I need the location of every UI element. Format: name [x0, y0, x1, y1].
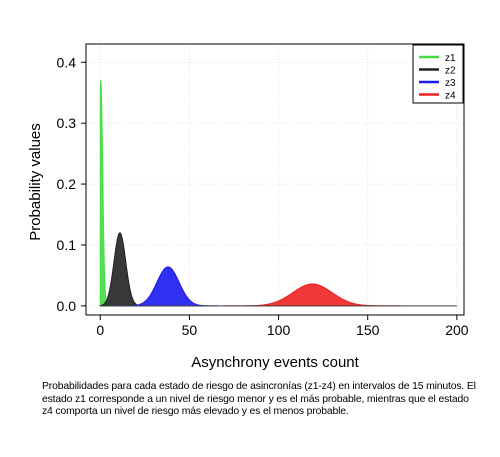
- y-tick-label: 0.4: [57, 54, 77, 70]
- figure-caption: Probabilidades para cada estado de riesg…: [42, 381, 476, 418]
- y-axis-label: Probability values: [27, 123, 44, 241]
- series-area-z2: [99, 232, 147, 307]
- x-axis-label: Asynchrony events count: [191, 354, 359, 371]
- y-tick-label: 0.1: [57, 237, 77, 253]
- series-area-z1: [99, 79, 110, 307]
- plot-frame: [85, 43, 465, 316]
- x-tick-label: 200: [445, 322, 469, 338]
- y-tick-label: 0.0: [57, 298, 77, 314]
- legend-label-z3: z3: [445, 78, 456, 89]
- legend-label-z2: z2: [445, 66, 456, 77]
- y-tick-label: 0.3: [57, 115, 77, 131]
- y-tick-label: 0.2: [57, 176, 77, 192]
- legend-label-z4: z4: [445, 91, 456, 102]
- x-tick-label: 0: [96, 322, 104, 338]
- y-axis: 0.0 0.1 0.2 0.3 0.4: [57, 54, 86, 314]
- series-areas: [99, 79, 457, 307]
- legend-label-z1: z1: [445, 53, 456, 64]
- x-tick-label: 150: [356, 322, 380, 338]
- series-area-z4: [223, 283, 402, 307]
- probability-chart: 0 50 100 150 200 0.0 0.1 0.2 0.3 0.4 Asynchrony …: [27, 43, 469, 371]
- x-axis: 0 50 100 150 200: [96, 315, 469, 338]
- grid: [86, 44, 464, 315]
- x-tick-label: 100: [267, 322, 291, 338]
- x-tick-label: 50: [182, 322, 198, 338]
